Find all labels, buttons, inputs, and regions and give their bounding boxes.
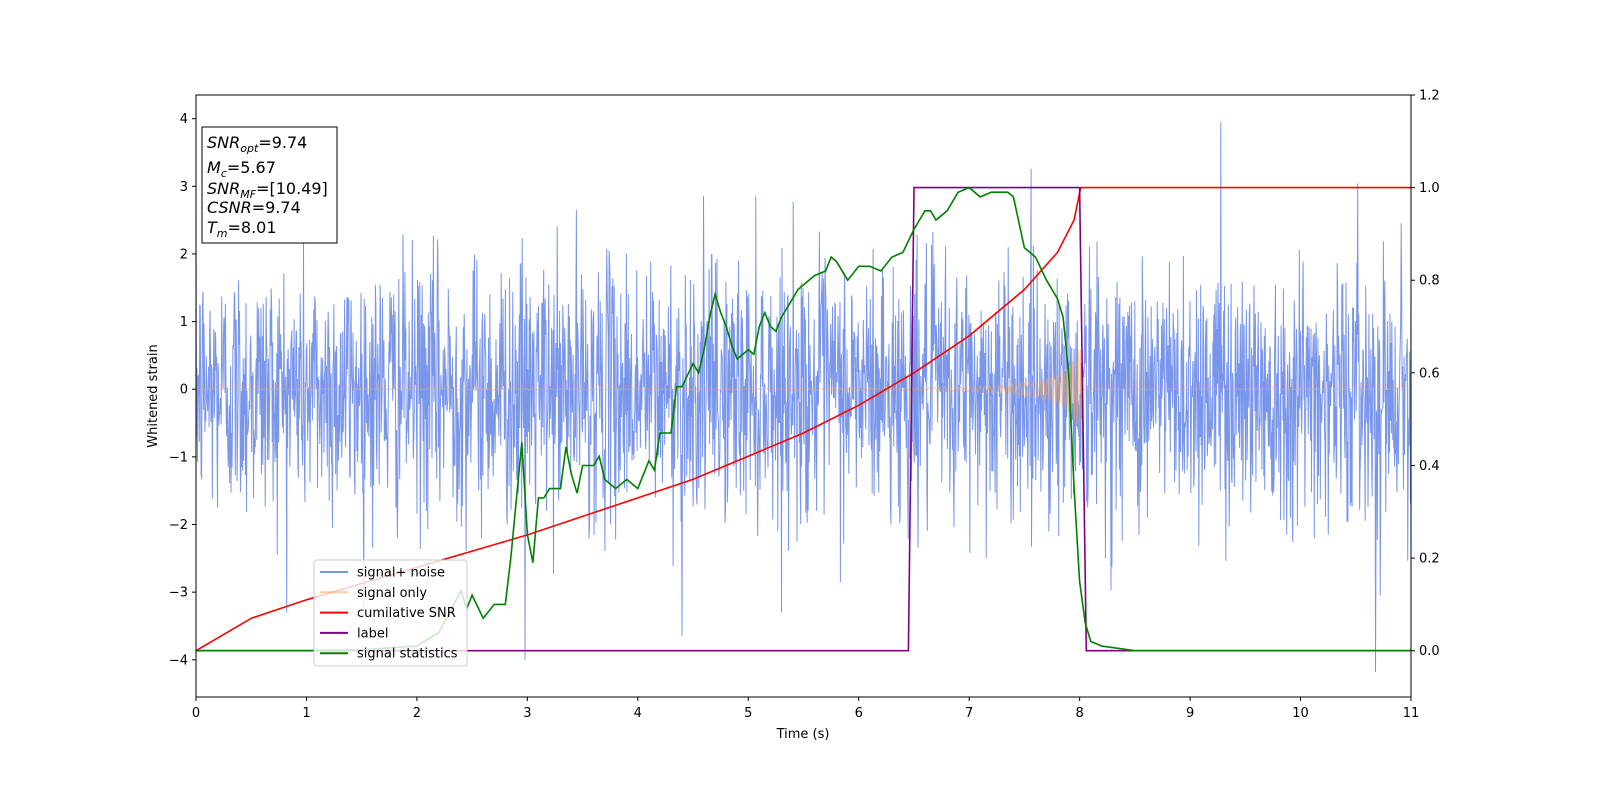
y2-tick-label: 1.0 xyxy=(1419,181,1440,196)
x-tick-label: 8 xyxy=(1075,706,1083,721)
info-line: SNRopt=9.74 xyxy=(207,133,307,155)
y-tick-label: 1 xyxy=(180,315,188,330)
legend: signal+ noise signal only cumilative SNR la… xyxy=(313,559,468,667)
x-tick-label: 4 xyxy=(634,706,642,721)
x-tick-label: 7 xyxy=(965,706,973,721)
info-line: Mc=5.67 xyxy=(207,158,276,180)
info-line: CSNR=9.74 xyxy=(207,198,301,217)
x-tick-label: 2 xyxy=(413,706,421,721)
x-tick-label: 6 xyxy=(855,706,863,721)
y-tick-label: 3 xyxy=(180,180,188,195)
y-tick-label: 4 xyxy=(180,112,188,127)
legend-label: signal statistics xyxy=(357,647,458,662)
info-box: SNRopt=9.74 Mc=5.67SNRMF=[10.49]CSNR=9.74… xyxy=(201,126,338,244)
y-tick-label: −4 xyxy=(169,653,188,668)
legend-label: signal only xyxy=(357,586,427,601)
x-tick-label: 3 xyxy=(523,706,531,721)
y-tick-label: 0 xyxy=(180,383,188,398)
series-line-signal-statistics xyxy=(196,186,1411,652)
y2-tick-label: 0.2 xyxy=(1419,552,1440,567)
legend-label: cumilative SNR xyxy=(357,606,456,621)
legend-label: signal+ noise xyxy=(357,566,445,581)
axes: 0 1 2 3 4 5 6 7 8 9 10 11 −4 −3 −2 −1 0 1 2 3 4 0.0 0.2 0.4 0.6 0… xyxy=(169,89,1440,722)
info-box-frame xyxy=(201,126,338,244)
y-tick-label: −2 xyxy=(169,518,188,533)
series-line-signal-only xyxy=(196,349,1411,432)
info-line: SNRMF=[10.49] xyxy=(207,179,328,201)
legend-label: label xyxy=(357,626,388,641)
x-tick-label: 10 xyxy=(1292,706,1309,721)
y2-tick-label: 0.4 xyxy=(1419,459,1440,474)
x-tick-label: 1 xyxy=(302,706,310,721)
plot-frame xyxy=(195,94,1412,698)
legend-frame xyxy=(313,559,468,667)
y2-tick-label: 0.8 xyxy=(1419,274,1440,289)
y-tick-label: −1 xyxy=(169,450,188,465)
y-tick-label: 2 xyxy=(180,247,188,262)
y2-tick-label: 1.2 xyxy=(1419,89,1440,104)
info-line: Tm=8.01 xyxy=(207,218,277,240)
x-tick-label: 5 xyxy=(744,706,752,721)
y2-tick-label: 0.0 xyxy=(1419,644,1440,659)
x-tick-label: 0 xyxy=(192,706,200,721)
y2-tick-label: 0.6 xyxy=(1419,366,1440,381)
y-axis-label: Whitened strain xyxy=(146,344,161,447)
x-tick-label: 11 xyxy=(1403,706,1420,721)
y-tick-label: −3 xyxy=(169,586,188,601)
x-axis-label: Time (s) xyxy=(776,727,830,742)
x-tick-label: 9 xyxy=(1186,706,1194,721)
